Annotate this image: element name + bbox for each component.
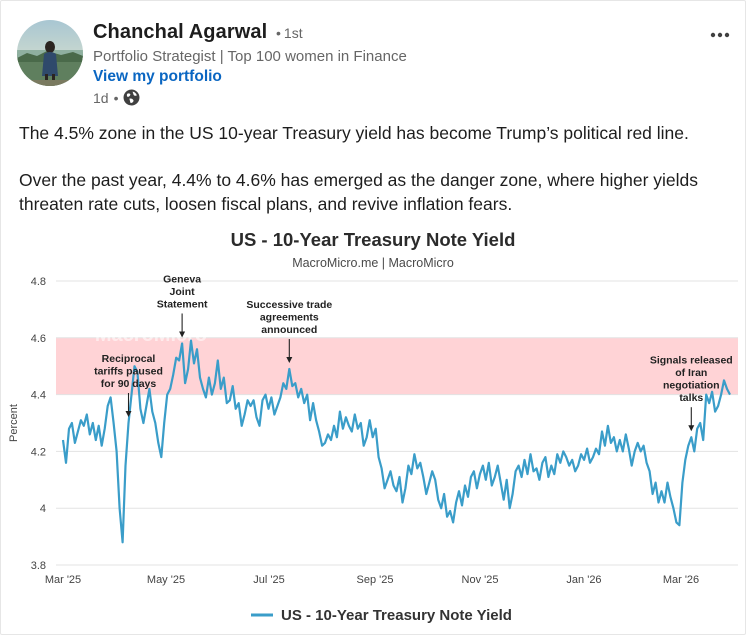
y-axis-label: Percent [8,404,20,442]
annotation-label: negotiation [663,380,720,392]
danger-zone-band [56,337,738,395]
chart-image[interactable]: US - 10-Year Treasury Note Yield MacroMi… [1,220,745,634]
annotation-label: announced [261,324,317,336]
annotation-arrowhead [125,411,132,417]
y-tick-label: 4.4 [31,390,46,402]
annotation-label: agreements [260,312,319,324]
x-tick-label: Jan '26 [566,574,601,586]
author-avatar[interactable] [17,20,83,86]
more-options-button[interactable] [706,21,734,49]
avatar-photo [17,20,83,86]
annotation-label: Signals released [650,355,733,367]
yield-series-line [61,339,731,544]
x-tick-label: Nov '25 [462,574,499,586]
post-meta: 1d • [93,89,140,106]
annotation-label: Geneva [163,273,201,285]
annotation-label: Successive trade [246,299,332,311]
legend-label: US - 10-Year Treasury Note Yield [281,607,512,624]
annotation-label: for 90 days [101,378,157,390]
y-tick-label: 3.8 [31,560,46,572]
post-paragraph-1: The 4.5% zone in the US 10-year Treasury… [19,123,689,143]
annotation-label: Reciprocal [102,353,156,365]
x-tick-label: May '25 [147,574,185,586]
ellipsis-icon [710,32,730,38]
y-tick-label: 4 [40,503,46,515]
chart-title: US - 10-Year Treasury Note Yield [231,229,516,250]
annotation-label: Statement [157,298,208,310]
annotation-arrowhead [688,425,695,432]
annotation-label: of Iran [675,367,707,379]
annotation-label: tariffs paused [94,366,163,378]
y-tick-label: 4.6 [31,333,46,345]
chart-subtitle: MacroMicro.me | MacroMicro [292,256,454,270]
annotation-label: talks [679,392,703,404]
x-tick-label: Sep '25 [357,574,394,586]
view-portfolio-link[interactable]: View my portfolio [93,68,222,85]
author-name[interactable]: Chanchal Agarwal [93,21,268,43]
author-headline: Portfolio Strategist | Top 100 women in … [93,48,407,65]
x-tick-label: Mar '26 [663,574,699,586]
chart-legend: US - 10-Year Treasury Note Yield [251,607,512,624]
meta-separator: • [113,89,119,106]
post-paragraph-2: Over the past year, 4.4% to 4.6% has eme… [19,170,699,214]
post-time: 1d [93,89,109,106]
globe-icon [124,89,140,106]
annotation-arrowhead [179,331,186,338]
watermark-text: MacroMicro [95,324,207,346]
x-tick-label: Jul '25 [253,574,284,586]
annotation-label: Joint [170,286,196,298]
y-tick-label: 4.2 [31,446,46,458]
yield-chart: US - 10-Year Treasury Note Yield MacroMi… [8,229,738,624]
annotation-arrowhead [286,357,293,364]
connection-degree: • 1st [276,25,303,41]
y-tick-label: 4.8 [31,276,46,288]
x-tick-label: Mar '25 [45,574,81,586]
connection-degree-text: 1st [283,25,303,41]
